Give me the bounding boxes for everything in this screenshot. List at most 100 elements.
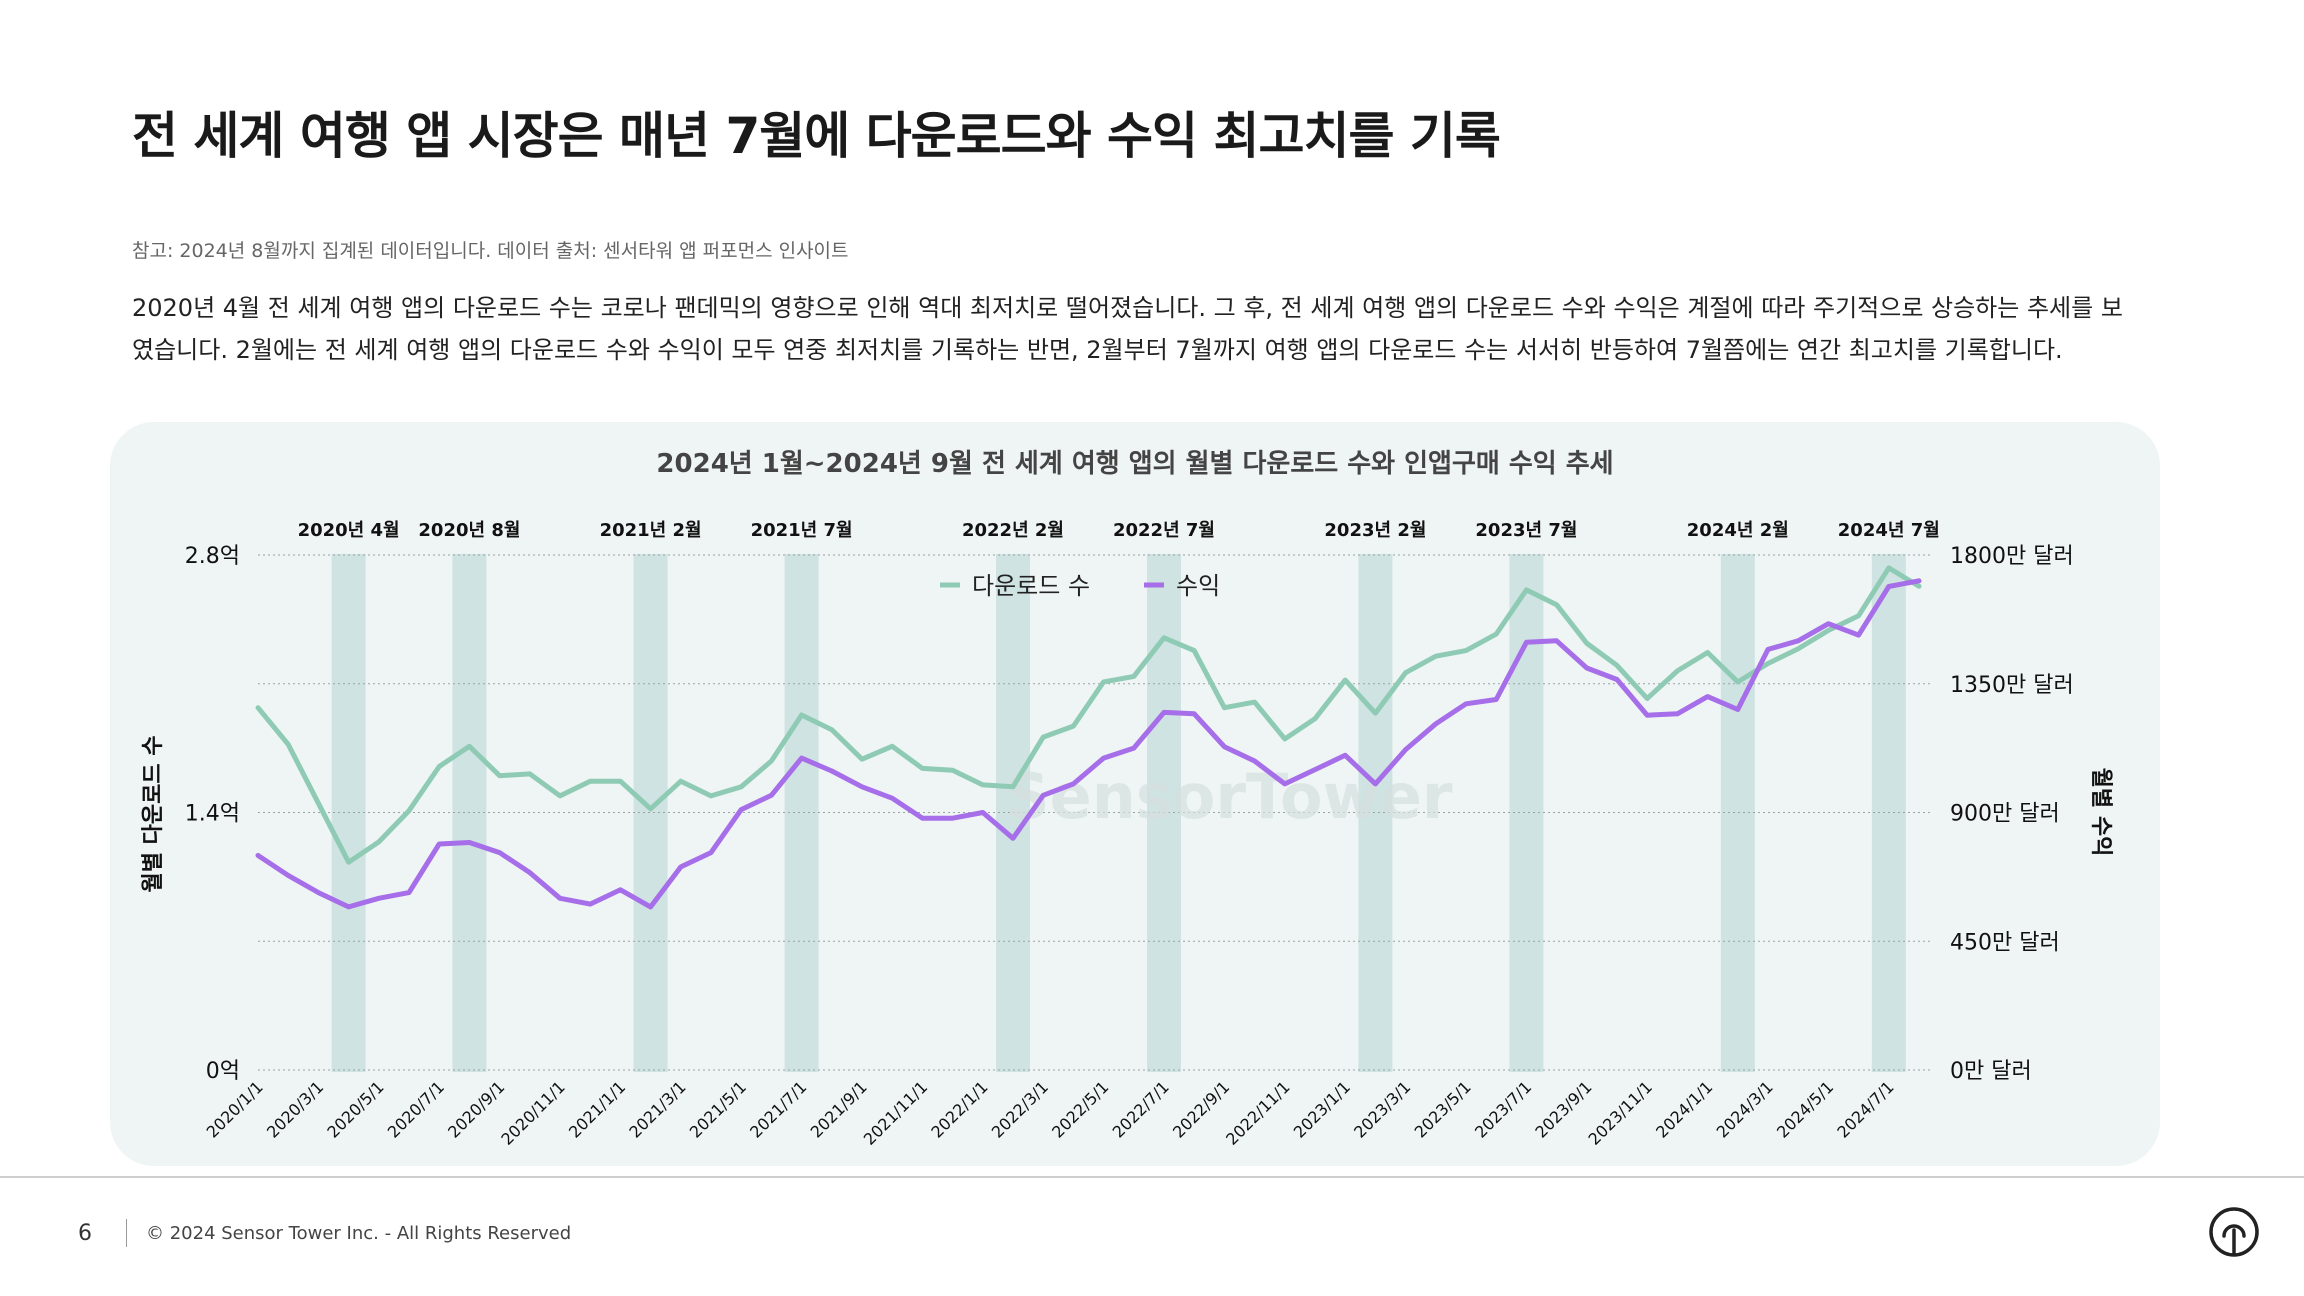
revenue-point (1132, 746, 1136, 750)
downloads-point (1585, 641, 1589, 645)
downloads-point (1041, 735, 1045, 739)
revenue-point (588, 902, 592, 906)
downloads-point (1555, 603, 1559, 607)
downloads-point (1615, 663, 1619, 667)
revenue-point (769, 793, 773, 797)
x-tick-label: 2022/11/1 (1222, 1077, 1293, 1148)
x-tick-label: 2023/3/1 (1350, 1077, 1414, 1141)
revenue-point (1736, 708, 1740, 711)
revenue-line (255, 578, 1922, 910)
revenue-point (1192, 712, 1196, 716)
x-tick-label: 2023/5/1 (1411, 1077, 1475, 1141)
downloads-point (890, 744, 894, 748)
downloads-point (1887, 566, 1891, 570)
chart-title: 2024년 1월~2024년 9월 전 세계 여행 앱의 월별 다운로드 수와 … (656, 449, 1613, 479)
downloads-point (1826, 628, 1830, 632)
footer-separator (126, 1219, 127, 1247)
downloads-point (528, 772, 532, 776)
revenue-point (1011, 836, 1015, 840)
highlight-label: 2022년 2월 (962, 520, 1064, 541)
highlight-label: 2023년 7월 (1475, 520, 1577, 541)
downloads-point (1404, 671, 1408, 675)
revenue-point (981, 811, 985, 814)
x-tick-label: 2022/9/1 (1169, 1077, 1233, 1141)
page-title: 전 세계 여행 앱 시장은 매년 7월에 다운로드와 수익 최고치를 기록 (132, 107, 1501, 165)
highlight-label: 2024년 7월 (1838, 520, 1940, 541)
revenue-point (1706, 695, 1710, 699)
downloads-point (407, 809, 411, 813)
footer-divider (0, 1176, 2304, 1178)
revenue-point (1766, 647, 1770, 651)
downloads-point (1313, 717, 1317, 721)
highlight-label: 2020년 4월 (298, 520, 400, 541)
downloads-point (1675, 669, 1679, 673)
revenue-point (830, 769, 834, 773)
downloads-point (1162, 636, 1166, 640)
downloads-point (920, 766, 924, 770)
chart-legend: 다운로드 수 수익 (940, 572, 1220, 600)
revenue-point (1313, 768, 1317, 772)
revenue-point (1464, 702, 1468, 706)
downloads-point (1434, 654, 1438, 658)
revenue-point (1162, 710, 1166, 714)
x-tick-label: 2021/7/1 (746, 1077, 810, 1141)
revenue-point (528, 871, 532, 875)
x-tick-label: 2022/3/1 (988, 1077, 1052, 1141)
revenue-point (709, 851, 713, 855)
right-tick-label: 1350만 달러 (1950, 673, 2074, 698)
downloads-point (1253, 700, 1257, 704)
right-tick-label: 900만 달러 (1950, 802, 2060, 827)
downloads-point (1494, 632, 1498, 636)
downloads-point (286, 742, 290, 746)
revenue-point (951, 816, 955, 820)
highlight-label: 2024년 2월 (1687, 520, 1789, 541)
downloads-point (1011, 785, 1015, 789)
downloads-point (256, 706, 260, 710)
downloads-point (1857, 614, 1861, 618)
x-tick-label: 2023/9/1 (1531, 1077, 1595, 1141)
revenue-point (1283, 782, 1287, 786)
x-tick-label: 2024/1/1 (1652, 1077, 1716, 1141)
revenue-point (1615, 677, 1619, 681)
revenue-point (649, 905, 653, 909)
revenue-point (1857, 633, 1861, 637)
highlight-band (784, 554, 819, 1072)
x-tick-label: 2024/3/1 (1713, 1077, 1777, 1141)
revenue-point (256, 853, 260, 857)
highlight-labels: 2020년 4월 2020년 8월 2021년 2월 2021년 7월 2022년 2월… (298, 520, 1940, 541)
x-tick-label: 2021/11/1 (860, 1077, 931, 1148)
revenue-point (739, 808, 743, 812)
x-tick-label: 2020/9/1 (444, 1077, 508, 1141)
downloads-point (1917, 584, 1921, 588)
downloads-point (437, 765, 441, 769)
revenue-point (1826, 622, 1830, 626)
downloads-point (558, 794, 562, 798)
downloads-point (1796, 647, 1800, 651)
x-tick-label: 2021/1/1 (565, 1077, 629, 1141)
revenue-point (1796, 639, 1800, 643)
downloads-point (739, 785, 743, 789)
downloads-point (467, 744, 471, 748)
downloads-point (1192, 649, 1196, 653)
highlight-label: 2021년 2월 (600, 520, 702, 541)
x-tick-label: 2023/11/1 (1585, 1077, 1656, 1148)
downloads-point (860, 757, 864, 761)
x-tick-label: 2020/5/1 (323, 1077, 387, 1141)
x-tick-label: 2024/5/1 (1773, 1077, 1837, 1141)
revenue-point (1585, 666, 1589, 670)
x-tick-label: 2023/7/1 (1471, 1077, 1535, 1141)
x-tick-label: 2022/5/1 (1048, 1077, 1112, 1141)
x-tick-label: 2020/1/1 (203, 1077, 267, 1141)
downloads-point (951, 768, 955, 772)
revenue-point (1253, 759, 1257, 763)
revenue-point (800, 756, 804, 760)
right-tick-label: 1800만 달러 (1950, 544, 2074, 569)
downloads-point (1645, 696, 1649, 700)
downloads-point (1102, 680, 1106, 684)
downloads-point (1222, 706, 1226, 710)
downloads-point (981, 783, 985, 787)
revenue-point (679, 865, 683, 869)
revenue-point (377, 896, 381, 900)
left-tick-label: 1.4억 (185, 802, 240, 827)
sensor-tower-logo-icon (2209, 1207, 2259, 1257)
